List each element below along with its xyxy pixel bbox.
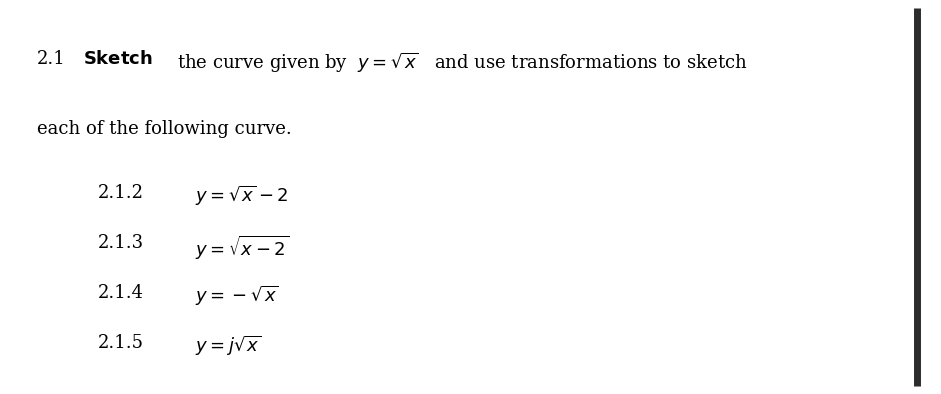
Text: $y=\sqrt{x}-2$: $y=\sqrt{x}-2$ xyxy=(196,184,289,208)
Text: $\mathbf{Sketch}$: $\mathbf{Sketch}$ xyxy=(84,50,153,69)
Text: 2.1.4: 2.1.4 xyxy=(98,284,143,302)
Text: the curve given by  $y=\sqrt{x}$   and use transformations to sketch: the curve given by $y=\sqrt{x}$ and use … xyxy=(177,50,747,74)
Text: $y=-\sqrt{x}$: $y=-\sqrt{x}$ xyxy=(196,284,279,308)
Text: 2.1: 2.1 xyxy=(37,50,66,69)
Text: $y=j\sqrt{x}$: $y=j\sqrt{x}$ xyxy=(196,334,263,358)
Text: 2.1.2: 2.1.2 xyxy=(98,184,143,201)
Text: 2.1.3: 2.1.3 xyxy=(98,234,144,252)
Text: 2.1.5: 2.1.5 xyxy=(98,334,143,352)
Text: $y=\sqrt{x-2}$: $y=\sqrt{x-2}$ xyxy=(196,234,290,262)
Text: each of the following curve.: each of the following curve. xyxy=(37,120,292,138)
